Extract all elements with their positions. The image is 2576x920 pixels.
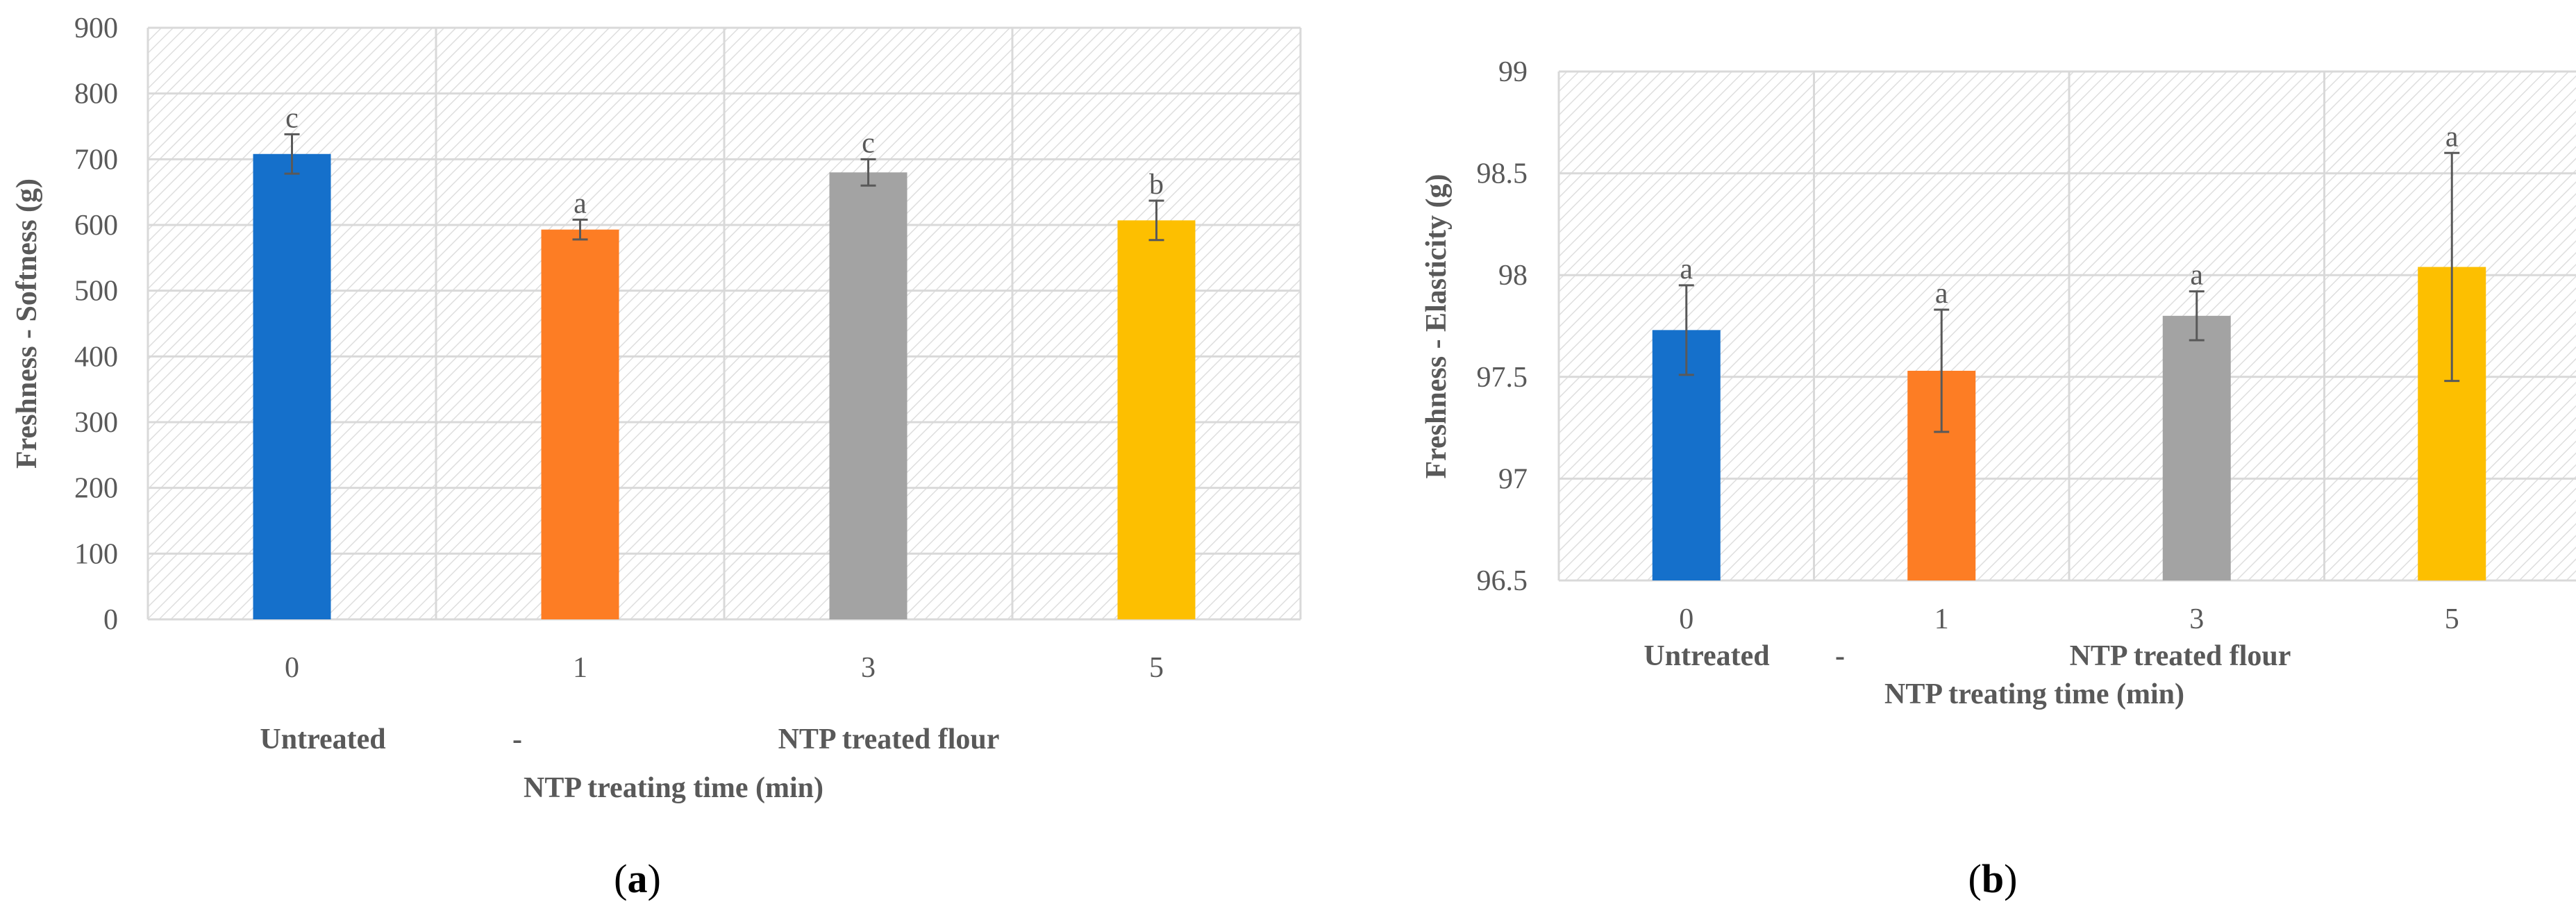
- chart-a-error-bar-1: [572, 218, 588, 241]
- chart-b-gridlines: [1557, 70, 2576, 582]
- chart-a-x-tick-label: 5: [1149, 652, 1164, 684]
- chart-a-significance-letters: c a c b: [285, 102, 1164, 219]
- chart-b-significance-5: a: [2445, 121, 2459, 153]
- chart-a-group-label-untreated: Untreated: [260, 724, 385, 755]
- chart-b-y-axis-title: Freshness - Elasticity (g): [1421, 174, 1453, 478]
- chart-b-significance-letters: a a a a: [1680, 121, 2459, 310]
- chart-a-error-bar-5: [1148, 199, 1164, 242]
- chart-b-error-bar-1: [1934, 308, 1950, 433]
- chart-b-y-tick-label: 96.5: [1477, 565, 1528, 597]
- chart-a-softness: c a c b 0 100 200 300 400 500 600 700 800 900 0 1 3 5 F…: [11, 12, 1302, 901]
- chart-a-y-tick-label: 300: [74, 407, 118, 439]
- chart-a-gridlines: [147, 26, 1302, 621]
- chart-b-significance-3: a: [2190, 260, 2203, 292]
- chart-b-x-tick-labels: 0 1 3 5: [1679, 603, 2459, 635]
- chart-b-x-tick-label: 5: [2445, 603, 2459, 635]
- chart-b-x-tick-label: 1: [1934, 603, 1949, 635]
- chart-b-y-tick-labels: 96.5 97 97.5 98 98.5 99: [1477, 56, 1528, 597]
- chart-a-panel-label: (a): [614, 856, 661, 901]
- chart-a-x-tick-label: 3: [861, 652, 876, 684]
- chart-b-x-tick-label: 0: [1679, 603, 1693, 635]
- chart-a-bars: [253, 153, 1196, 620]
- chart-a-significance-0: c: [285, 102, 299, 134]
- chart-b-error-bar-5: [2444, 151, 2460, 383]
- chart-a-y-tick-label: 500: [74, 276, 118, 308]
- chart-b-error-bars: [1678, 151, 2460, 433]
- chart-a-x-tick-labels: 0 1 3 5: [285, 652, 1164, 684]
- chart-a-y-tick-label: 600: [74, 210, 118, 242]
- chart-a-error-bar-3: [860, 158, 876, 187]
- chart-a-group-label-ntp-treated: NTP treated flour: [778, 724, 1000, 755]
- chart-a-y-tick-label: 900: [74, 12, 118, 44]
- chart-a-y-tick-label: 400: [74, 341, 118, 373]
- chart-b-plot-area: [1559, 72, 2576, 580]
- chart-b-y-tick-label: 99: [1498, 56, 1528, 88]
- chart-a-y-tick-label: 200: [74, 473, 118, 505]
- chart-a-bar-5: [1117, 220, 1196, 620]
- chart-b-group-label-untreated: Untreated: [1644, 640, 1769, 672]
- chart-b-group-label-ntp-treated: NTP treated flour: [2070, 640, 2291, 672]
- chart-a-significance-5: b: [1149, 169, 1164, 201]
- chart-a-y-tick-label: 100: [74, 538, 118, 570]
- chart-a-error-bar-0: [284, 133, 300, 175]
- chart-a-y-tick-label: 0: [103, 604, 118, 636]
- chart-b-error-bar-3: [2189, 290, 2205, 342]
- chart-b-bars: [1652, 267, 2486, 580]
- chart-b-significance-1: a: [1935, 278, 1948, 310]
- chart-a-y-axis-title: Freshness - Softness (g): [11, 178, 43, 469]
- chart-a-y-tick-label: 800: [74, 78, 118, 110]
- chart-a-y-tick-label: 700: [74, 144, 118, 176]
- chart-b-panel-label: (b): [1968, 856, 2018, 901]
- chart-a-significance-1: a: [574, 187, 587, 219]
- chart-a-bar-3: [829, 172, 908, 619]
- chart-b-y-tick-label: 98: [1498, 260, 1528, 292]
- chart-b-significance-0: a: [1680, 253, 1693, 285]
- chart-b-bar-3: [2162, 315, 2231, 580]
- chart-a-bar-0: [253, 153, 331, 619]
- chart-b-error-bar-0: [1678, 284, 1694, 376]
- chart-a-bar-1: [541, 229, 619, 619]
- chart-b-y-tick-label: 98.5: [1477, 158, 1528, 190]
- chart-a-group-label-dash: -: [512, 724, 522, 755]
- chart-a-y-tick-labels: 0 100 200 300 400 500 600 700 800 900: [74, 12, 118, 636]
- chart-b-elasticity: a a a a 96.5 97 97.5 98 98.5 99 0 1 3 5 Freshness -…: [1421, 56, 2576, 901]
- chart-a-error-bars: [284, 133, 1164, 242]
- chart-b-y-tick-label: 97: [1498, 463, 1528, 495]
- chart-b-x-tick-label: 3: [2189, 603, 2204, 635]
- chart-b-y-tick-label: 97.5: [1477, 362, 1528, 394]
- chart-a-x-tick-label: 1: [573, 652, 587, 684]
- chart-a-x-axis-title: NTP treating time (min): [524, 772, 823, 804]
- chart-a-significance-3: c: [862, 127, 875, 159]
- chart-b-group-label-dash: -: [1835, 640, 1845, 672]
- chart-b-x-axis-title: NTP treating time (min): [1884, 678, 2184, 710]
- chart-a-x-tick-label: 0: [285, 652, 299, 684]
